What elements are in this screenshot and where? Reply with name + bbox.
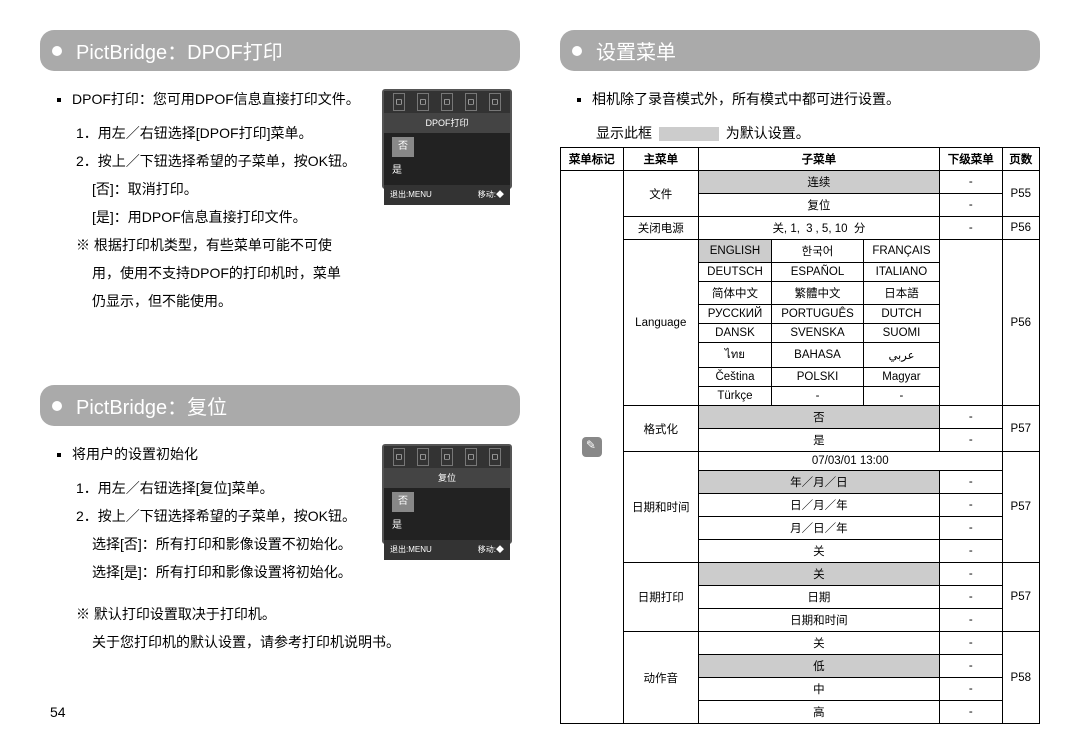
r-bullet2: 显示此框 为默认设置。 (574, 119, 1032, 147)
cam1-title: DPOF打印 (384, 113, 510, 133)
cam1-opt-yes: 是 (392, 161, 402, 181)
cam2-opt-yes: 是 (392, 516, 402, 536)
cell-lang: Language (623, 240, 698, 406)
s2-line4: 选择[是]：所有打印和影像设置将初始化。 (54, 558, 512, 586)
section2-title: PictBridge：复位 (40, 385, 520, 426)
cell-dp-page: P57 (1002, 563, 1039, 632)
row-power: 关闭电源 关, 1, 3, 5, 10 分 - P56 (561, 217, 1040, 240)
r-bullet1: 相机除了录音模式外，所有模式中都可进行设置。 (592, 85, 1032, 113)
row-sound-0: 动作音 关- P58 (561, 632, 1040, 655)
cam1-exit: 退出:MENU (390, 187, 432, 203)
cam1-opt-no: 否 (392, 137, 414, 157)
cell-format: 格式化 (623, 406, 698, 452)
cell-dateprint: 日期打印 (623, 563, 698, 632)
page-number: 54 (50, 704, 66, 720)
cell-sound-page: P58 (1002, 632, 1039, 724)
s1-note3: 仍显示，但不能使用。 (54, 287, 512, 315)
cell-dt-page: P57 (1002, 452, 1039, 563)
cell-power-page: P56 (1002, 217, 1039, 240)
settings-table: 菜单标记 主菜单 子菜单 下级菜单 页数 文件 连续 - P55 复位- 关闭电… (560, 147, 1040, 724)
cell-power-sub: 关, 1, 3, 5, 10 分 (698, 217, 939, 240)
row-file-1: 文件 连续 - P55 (561, 171, 1040, 194)
cam2-title: 复位 (384, 468, 510, 488)
cam2-move: 移动:◆ (478, 542, 504, 558)
cell-file-r1: 连续 (698, 171, 939, 194)
cell-lang-page: P56 (1002, 240, 1039, 406)
table-header-row: 菜单标记 主菜单 子菜单 下级菜单 页数 (561, 148, 1040, 171)
cell-file-r2: 复位 (698, 194, 939, 217)
cell-power: 关闭电源 (623, 217, 698, 240)
s1-note1: ※ 根据打印机类型，有些菜单可能不可使 (54, 231, 512, 259)
th-lower: 下级菜单 (939, 148, 1002, 171)
s2-note1: ※ 默认打印设置取决于打印机。 (54, 600, 512, 628)
cell-format-page: P57 (1002, 406, 1039, 452)
cell-mark (561, 171, 624, 724)
r-b2b: 为默认设置。 (726, 125, 810, 141)
right-body: 相机除了录音模式外，所有模式中都可进行设置。 显示此框 为默认设置。 (560, 85, 1040, 147)
th-page: 页数 (1002, 148, 1039, 171)
th-sub: 子菜单 (698, 148, 939, 171)
camera-lcd-2: ◻◻◻◻◻ 复位 否 是 退出:MENU 移动:◆ (382, 444, 512, 544)
cell-file-page: P55 (1002, 171, 1039, 217)
r-b2a: 显示此框 (596, 125, 652, 141)
row-dt-0: 日期和时间 07/03/01 13:00 P57 (561, 452, 1040, 471)
s2-note2: 关于您打印机的默认设置，请参考打印机说明书。 (54, 628, 512, 656)
s1-note2: 用，使用不支持DPOF的打印机时，菜单 (54, 259, 512, 287)
gear-icon (582, 437, 602, 457)
section2-body: ◻◻◻◻◻ 复位 否 是 退出:MENU 移动:◆ 将用户的设置初始化 1．用左… (40, 440, 520, 656)
left-column: PictBridge：DPOF打印 ◻◻◻◻◻ DPOF打印 否 是 退出:ME… (40, 30, 520, 716)
right-title: 设置菜单 (560, 30, 1040, 71)
row-lang-0: Language ENGLISH 한국어 FRANÇAIS P56 (561, 240, 1040, 263)
th-main: 主菜单 (623, 148, 698, 171)
camera-lcd-1: ◻◻◻◻◻ DPOF打印 否 是 退出:MENU 移动:◆ (382, 89, 512, 189)
row-dp-0: 日期打印 关- P57 (561, 563, 1040, 586)
cell-sound: 动作音 (623, 632, 698, 724)
right-column: 设置菜单 相机除了录音模式外，所有模式中都可进行设置。 显示此框 为默认设置。 … (560, 30, 1040, 716)
section1-body: ◻◻◻◻◻ DPOF打印 否 是 退出:MENU 移动:◆ DPOF打印：您可用… (40, 85, 520, 315)
th-mark: 菜单标记 (561, 148, 624, 171)
cam2-opt-no: 否 (392, 492, 414, 512)
cam1-move: 移动:◆ (478, 187, 504, 203)
section1-title: PictBridge：DPOF打印 (40, 30, 520, 71)
cam2-exit: 退出:MENU (390, 542, 432, 558)
cell-datetime: 日期和时间 (623, 452, 698, 563)
s1-opt-yes: [是]：用DPOF信息直接打印文件。 (54, 203, 512, 231)
default-swatch (659, 127, 719, 141)
cell-file: 文件 (623, 171, 698, 217)
row-format-1: 格式化 否- P57 (561, 406, 1040, 429)
